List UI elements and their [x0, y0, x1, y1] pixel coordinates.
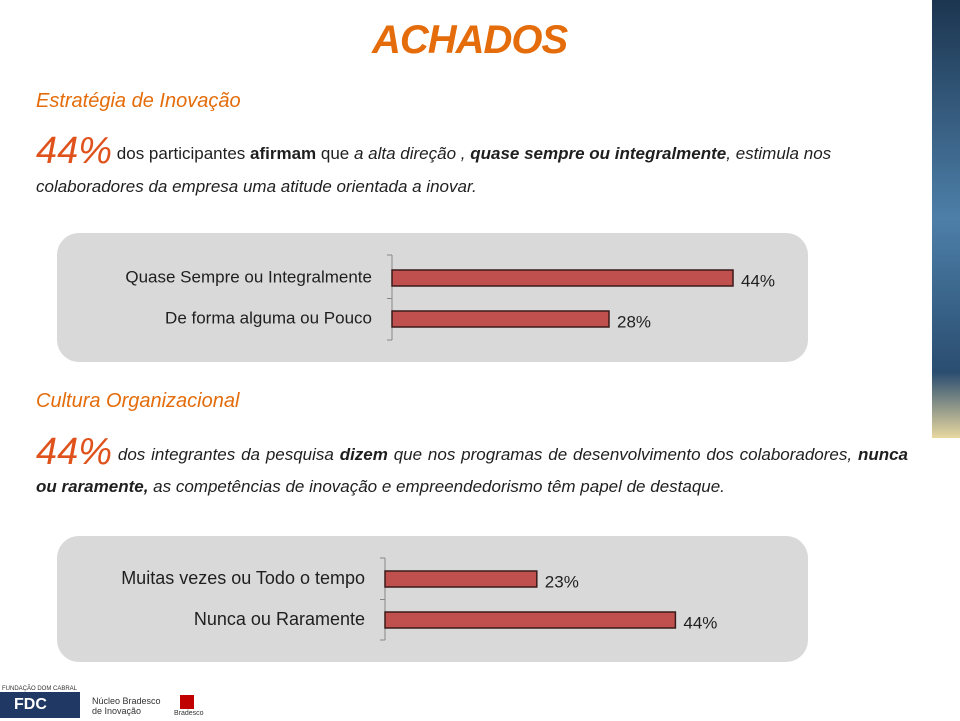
category-label: Muitas vezes ou Todo o tempo — [121, 568, 365, 588]
value-label: 44% — [683, 613, 717, 632]
category-label: De forma alguma ou Pouco — [165, 308, 372, 327]
chart-panel — [57, 536, 808, 662]
text: dos integrantes da pesquisa — [112, 445, 340, 464]
text: nunca ou raramente, — [36, 445, 908, 496]
text: as competências de inovação e empreended… — [148, 477, 725, 496]
footer-text: Núcleo Bradesco de Inovação — [92, 696, 161, 716]
value-label: 28% — [617, 312, 651, 331]
paragraph: 44% dos integrantes da pesquisa dizem qu… — [36, 433, 908, 503]
value-label: 44% — [741, 271, 775, 290]
value-label: 23% — [545, 572, 579, 591]
bar — [391, 269, 734, 287]
footer-text: FUNDAÇÃO DOM CABRAL — [2, 686, 78, 692]
text: dizem — [339, 445, 388, 464]
paragraph: 44% dos participantes afirmam que a alta… — [36, 132, 916, 203]
bar — [384, 570, 538, 588]
text: que nos programas de desenvolvimento dos… — [387, 445, 858, 464]
side-decoration — [932, 0, 960, 438]
text: quase sempre ou integralmente — [470, 144, 727, 163]
highlight: 44% — [36, 130, 113, 172]
category-label: Nunca ou Raramente — [194, 609, 365, 629]
title: ACHADOS — [372, 18, 568, 62]
text: , estimula nos colaboradores da empresa … — [36, 144, 832, 196]
bar — [384, 611, 677, 629]
bar — [391, 310, 610, 328]
footer-text: Bradesco — [174, 710, 204, 717]
text: a alta direção , — [353, 144, 471, 163]
bradesco-logo — [180, 695, 194, 709]
text: dos participantes — [112, 144, 251, 163]
footer-text: FDC — [14, 696, 47, 713]
text: afirmam — [250, 144, 317, 163]
section-heading: Cultura Organizacional — [36, 390, 240, 412]
section-heading: Estratégia de Inovação — [36, 90, 241, 112]
fdc-logo — [0, 692, 80, 718]
text: que — [316, 144, 354, 163]
highlight: 44% — [36, 431, 113, 473]
category-label: Quase Sempre ou Integralmente — [125, 267, 372, 286]
chart-panel — [57, 233, 808, 362]
